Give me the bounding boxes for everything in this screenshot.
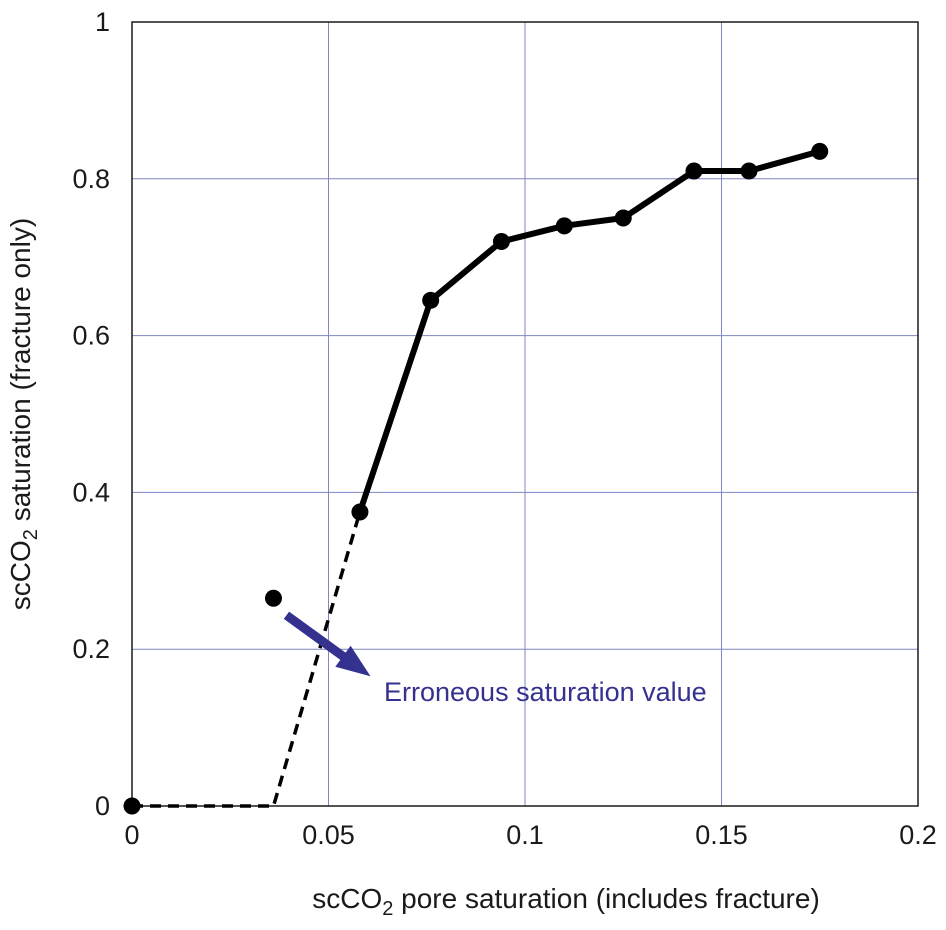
marker-layer <box>123 142 829 815</box>
data-point <box>264 589 282 607</box>
x-tick-label: 0.1 <box>506 820 544 850</box>
series-layer <box>132 148 821 808</box>
y-tick-label: 1 <box>95 7 110 37</box>
data-point <box>123 797 141 815</box>
x-tick-label: 0 <box>124 820 139 850</box>
plot-frame <box>131 21 919 807</box>
dashed-series-line <box>132 511 362 808</box>
data-point <box>614 209 632 227</box>
data-point <box>811 142 829 160</box>
data-point <box>351 503 369 521</box>
y-tick-label: 0.8 <box>72 164 110 194</box>
data-point <box>422 291 440 309</box>
y-tick-label: 0.6 <box>72 321 110 351</box>
data-point <box>740 162 758 180</box>
grid-layer <box>132 22 918 806</box>
x-tick-label: 0.2 <box>899 820 937 850</box>
y-tick-label: 0 <box>95 791 110 821</box>
x-tick-label: 0.05 <box>302 820 355 850</box>
x-axis-title: scCO2 pore saturation (includes fracture… <box>312 883 820 920</box>
data-point <box>555 217 573 235</box>
x-tick-label: 0.15 <box>695 820 748 850</box>
solid-series-line <box>357 148 821 513</box>
y-tick-label: 0.4 <box>72 477 110 507</box>
data-point <box>685 162 703 180</box>
data-point <box>492 233 510 251</box>
tick-layer: 0 0.05 0.1 0.15 0.2 0 0.2 0.4 0.6 0.8 1 <box>72 7 936 850</box>
y-tick-label: 0.2 <box>72 634 110 664</box>
annotation-layer: Erroneous saturation value <box>283 611 707 707</box>
annotation-text: Erroneous saturation value <box>384 677 707 707</box>
annotation-arrow-icon <box>283 611 371 677</box>
y-axis-title: scCO2 saturation (fracture only) <box>5 218 42 610</box>
